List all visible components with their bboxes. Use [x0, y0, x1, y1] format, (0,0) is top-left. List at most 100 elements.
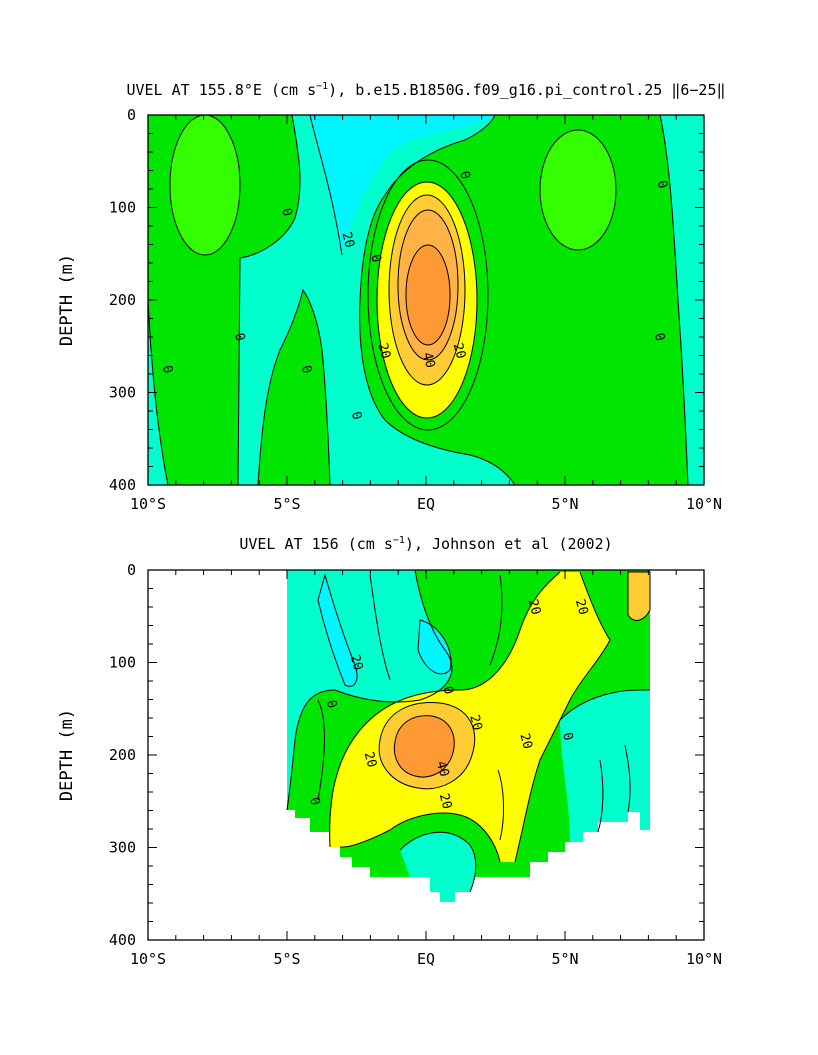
y-tick-label: 300	[109, 839, 136, 857]
contour-line	[659, 115, 689, 485]
contour-label: 20	[466, 713, 485, 732]
contour-label-text: 20	[516, 732, 535, 751]
contour-line	[497, 769, 505, 841]
contour-label: 0	[367, 253, 384, 264]
contour-labels-top: 0 20 0 0 0 0 0 0 0 20 40 20 0	[159, 170, 670, 422]
contour-level-50	[405, 244, 451, 346]
contour-label-text: 20	[572, 598, 591, 617]
contour-region-blob-west	[170, 115, 240, 255]
contour-label: 0	[559, 731, 576, 742]
x-tick-label: EQ	[417, 950, 435, 968]
contour-label: 0	[323, 699, 340, 710]
contour-label: 0	[278, 207, 295, 218]
contour-line	[257, 288, 331, 485]
contour-line	[489, 574, 503, 666]
contour-region-cyan-blob	[318, 575, 357, 687]
contour-label: 20	[525, 598, 544, 617]
contour-label: 0	[306, 796, 323, 807]
contour-label-text: 0	[439, 685, 456, 696]
contour-line	[597, 759, 604, 833]
y-tick-label: 400	[109, 476, 136, 494]
contour-label-text: 20	[525, 598, 544, 617]
contour-line	[286, 570, 453, 811]
contour-region-cyan-south	[400, 832, 476, 902]
contour-label: 0	[651, 331, 668, 342]
contour-label: 40	[433, 760, 452, 779]
contour-label-text: 0	[654, 179, 671, 190]
contour-label: 0	[439, 685, 456, 696]
contour-region-cyan-blob2	[418, 620, 451, 674]
contour-label: 20	[375, 342, 394, 361]
contour-label: 0	[654, 179, 671, 190]
contour-label-text: 0	[559, 731, 576, 742]
contour-label-text: 0	[298, 364, 315, 375]
contour-label-text: 0	[306, 796, 323, 807]
contour-line	[148, 115, 301, 485]
contour-region-yellow-east	[628, 572, 650, 621]
x-tick-label: 5°N	[551, 950, 578, 968]
contour-region-surface-cyan	[310, 115, 495, 255]
contour-line	[539, 129, 617, 251]
contour-line	[317, 699, 325, 801]
contour-label-text: 0	[651, 331, 668, 342]
contour-label: 20	[450, 342, 469, 361]
contour-line	[148, 299, 169, 485]
y-axis-label-top: DEPTH (m)	[57, 254, 77, 346]
contour-line	[359, 115, 516, 485]
contour-label-text: 0	[367, 253, 384, 264]
contour-line	[624, 744, 631, 813]
y-tick-label: 200	[109, 746, 136, 764]
contour-label-text: 20	[338, 231, 357, 250]
contour-label: 40	[419, 351, 438, 370]
contour-label: 0	[298, 364, 315, 375]
y-tick-label: 200	[109, 291, 136, 309]
contour-label-text: 0	[323, 699, 340, 710]
contour-label: 20	[347, 653, 366, 672]
contour-line	[417, 619, 452, 675]
contour-label: 0	[456, 170, 473, 181]
y-tick-label: 100	[109, 199, 136, 217]
y-tick-label: 0	[127, 561, 136, 579]
contour-label-text: 40	[419, 351, 438, 370]
y-axis-label-bottom: DEPTH (m)	[57, 709, 77, 801]
y-tick-label: 300	[109, 384, 136, 402]
contour-label-text: 20	[375, 342, 394, 361]
contour-labels-bottom: 20 20 20 0 0 20 20 20 0 40 20 0	[306, 598, 590, 811]
contour-line	[317, 573, 358, 687]
contour-line	[309, 115, 343, 256]
contour-label-text: 0	[348, 410, 365, 421]
contour-label-text: 20	[450, 342, 469, 361]
contour-line	[627, 571, 651, 621]
contour-label: 20	[338, 231, 357, 250]
contour-label: 0	[159, 364, 176, 375]
chart-title-top: UVEL AT 155.8°E (cm s−1), b.e15.B1850G.f…	[126, 81, 725, 99]
contour-label-text: 0	[278, 207, 295, 218]
x-tick-label: 5°S	[273, 950, 300, 968]
contour-label: 0	[348, 410, 365, 421]
x-tick-label: 10°N	[686, 495, 722, 513]
contour-line	[339, 812, 501, 863]
x-tick-label: 10°S	[130, 950, 166, 968]
contour-fill-top	[148, 115, 704, 485]
contour-label-text: 0	[456, 170, 473, 181]
contour-label: 20	[572, 598, 591, 617]
x-tick-label: 10°N	[686, 950, 722, 968]
contour-label: 20	[516, 732, 535, 751]
contour-label-text: 20	[436, 792, 455, 811]
contour-region-south-mid	[258, 290, 330, 485]
x-tick-label: 10°S	[130, 495, 166, 513]
contour-line	[329, 571, 561, 848]
contour-fill-bottom	[286, 570, 651, 902]
x-tick-label: EQ	[417, 495, 435, 513]
contour-line	[169, 115, 241, 256]
contour-label: 0	[231, 331, 248, 342]
contour-label-text: 20	[347, 653, 366, 672]
y-tick-label: 100	[109, 654, 136, 672]
contour-label: 20	[361, 750, 380, 769]
contour-label-text: 0	[159, 364, 176, 375]
chart-title-bottom: UVEL AT 156 (cm s−1), Johnson et al (200…	[239, 535, 612, 553]
contour-region-blob-east	[540, 130, 616, 250]
contour-label-text: 20	[466, 713, 485, 732]
